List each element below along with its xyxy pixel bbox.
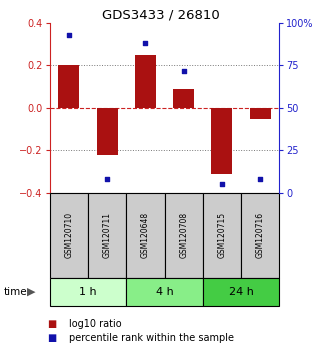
Point: [181, 68, 186, 73]
Bar: [203, 193, 241, 278]
Text: 1 h: 1 h: [79, 287, 97, 297]
Bar: [88, 193, 126, 278]
Point: [219, 182, 224, 187]
Bar: [126, 193, 164, 278]
Bar: [126, 278, 203, 306]
Text: percentile rank within the sample: percentile rank within the sample: [69, 333, 234, 343]
Bar: [211, 108, 232, 174]
Point: [66, 32, 72, 38]
Bar: [203, 278, 279, 306]
Bar: [50, 278, 126, 306]
Text: 24 h: 24 h: [229, 287, 254, 297]
Text: GSM120710: GSM120710: [65, 212, 74, 258]
Text: GSM120715: GSM120715: [217, 212, 226, 258]
Bar: [241, 193, 279, 278]
Text: GSM120711: GSM120711: [103, 212, 112, 258]
Bar: [135, 55, 156, 108]
Text: GSM120708: GSM120708: [179, 212, 188, 258]
Point: [143, 41, 148, 46]
Text: time: time: [3, 287, 27, 297]
Text: ■: ■: [47, 333, 56, 343]
Text: 4 h: 4 h: [156, 287, 173, 297]
Text: log10 ratio: log10 ratio: [69, 319, 122, 329]
Point: [105, 177, 110, 182]
Text: ▶: ▶: [27, 287, 36, 297]
Bar: [97, 108, 118, 155]
Bar: [173, 89, 194, 108]
Text: GSM120648: GSM120648: [141, 212, 150, 258]
Bar: [50, 193, 88, 278]
Text: ■: ■: [47, 319, 56, 329]
Bar: [164, 193, 203, 278]
Text: GDS3433 / 26810: GDS3433 / 26810: [102, 9, 219, 22]
Bar: [58, 65, 79, 108]
Text: GSM120716: GSM120716: [256, 212, 265, 258]
Bar: [250, 108, 271, 119]
Point: [257, 177, 263, 182]
